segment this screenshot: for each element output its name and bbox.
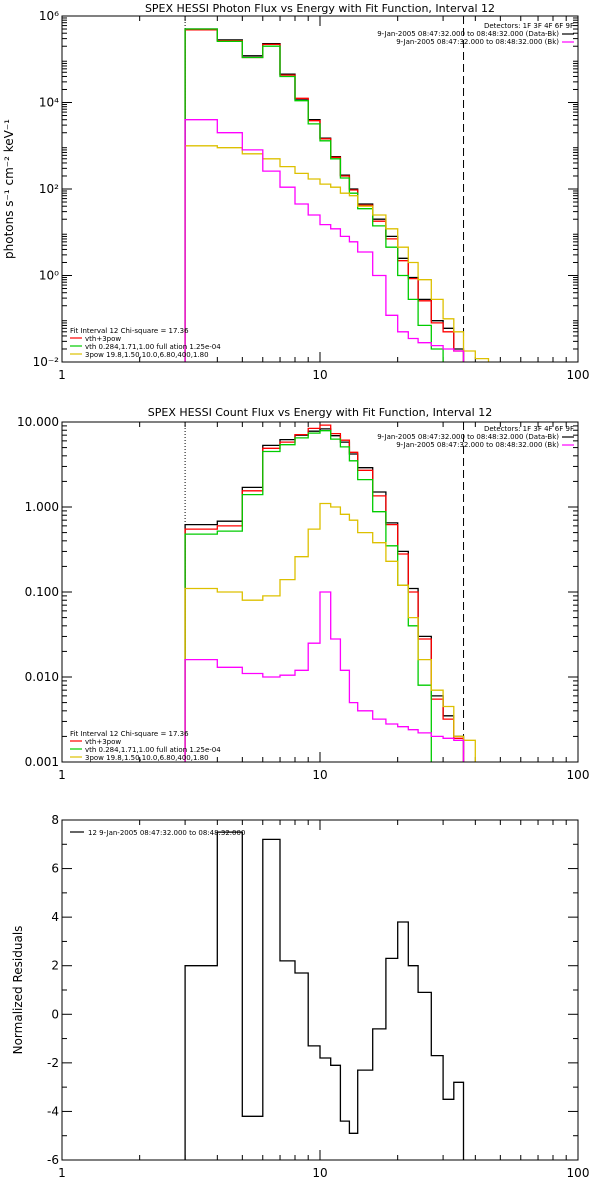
series-vth-3pow bbox=[184, 424, 465, 762]
info-line-bk: 9-Jan-2005 08:47:32.000 to 08:48:32.000 … bbox=[396, 441, 559, 449]
plot-frame bbox=[61, 421, 579, 763]
axis-y: 10⁻² 10⁰ 10² 10⁴ 10⁶ bbox=[33, 9, 578, 369]
y-tick-label: -2 bbox=[47, 1056, 59, 1070]
x-tick-label: 100 bbox=[567, 368, 590, 382]
axis-y: -6 -4 -2 0 2 4 6 8 bbox=[47, 813, 578, 1167]
x-tick-label: 10 bbox=[312, 1166, 327, 1180]
x-tick-label: 10 bbox=[312, 368, 327, 382]
info-block: Detectors: 1F 3F 4F 6F 9F 9-Jan-2005 08:… bbox=[377, 425, 574, 449]
y-tick-label: 0 bbox=[51, 1007, 59, 1021]
series-vth-3pow bbox=[184, 29, 465, 362]
x-tick-label: 1 bbox=[58, 1166, 66, 1180]
info-line-detectors: Detectors: 1F 3F 4F 6F 9F bbox=[484, 425, 574, 433]
series-bk bbox=[184, 119, 465, 362]
x-tick-label: 10 bbox=[312, 768, 327, 782]
fit-legend-header: Fit Interval 12 Chi-square = 17.36 bbox=[70, 730, 189, 738]
y-tick-label: -4 bbox=[47, 1104, 59, 1118]
series-bk bbox=[184, 591, 465, 762]
chart-title: SPEX HESSI Count Flux vs Energy with Fit… bbox=[148, 406, 492, 419]
chart-title: SPEX HESSI Photon Flux vs Energy with Fi… bbox=[145, 2, 495, 15]
panel-count-flux: SPEX HESSI Count Flux vs Energy with Fit… bbox=[17, 406, 589, 782]
y-tick-label: 8 bbox=[51, 813, 59, 827]
y-tick-label: 10.000 bbox=[17, 415, 59, 429]
y-tick-label: 10² bbox=[39, 182, 59, 196]
y-axis-label: photons s⁻¹ cm⁻² keV⁻¹ bbox=[2, 119, 16, 259]
series-3pow bbox=[184, 145, 490, 362]
info-block: Detectors: 1F 3F 4F 6F 9F 9-Jan-2005 08:… bbox=[377, 22, 574, 46]
y-tick-label: 10⁶ bbox=[39, 9, 59, 23]
y-tick-label: 10⁰ bbox=[39, 269, 59, 283]
axis-x: 1 10 100 bbox=[58, 422, 589, 782]
axis-y: 0.001 0.010 0.100 1.000 10.000 bbox=[17, 415, 578, 769]
y-tick-label: 10⁴ bbox=[39, 96, 59, 110]
series-data-bk bbox=[184, 428, 465, 762]
reference-lines bbox=[184, 422, 465, 762]
y-tick-label: -6 bbox=[47, 1153, 59, 1167]
x-tick-label: 100 bbox=[567, 768, 590, 782]
series-group bbox=[184, 424, 490, 762]
series-group bbox=[184, 831, 465, 1160]
y-tick-label: 0.001 bbox=[25, 755, 59, 769]
plot-frame bbox=[61, 15, 579, 363]
residual-legend-label: 12 9-Jan-2005 08:47:32.000 to 08:48:32.0… bbox=[88, 829, 245, 837]
fit-legend: Fit Interval 12 Chi-square = 17.36 vth+3… bbox=[70, 327, 221, 359]
y-tick-label: 4 bbox=[51, 910, 59, 924]
fit-legend-header: Fit Interval 12 Chi-square = 17.36 bbox=[70, 327, 189, 335]
x-tick-label: 100 bbox=[567, 1166, 590, 1180]
fit-legend-total: vth+3pow bbox=[85, 738, 121, 746]
fit-legend: Fit Interval 12 Chi-square = 17.36 vth+3… bbox=[70, 730, 221, 762]
x-tick-label: 1 bbox=[58, 768, 66, 782]
series-data-bk bbox=[184, 28, 465, 362]
series-3pow bbox=[184, 502, 490, 762]
y-tick-label: 2 bbox=[51, 959, 59, 973]
y-tick-label: 6 bbox=[51, 862, 59, 876]
series-series bbox=[184, 831, 465, 1160]
panel-photon-flux: SPEX HESSI Photon Flux vs Energy with Fi… bbox=[2, 2, 589, 382]
fit-legend-vth: vth 0.284,1.71,1.00 full ation 1.25e-04 bbox=[85, 343, 221, 351]
series-vth bbox=[184, 28, 455, 362]
fit-legend-3pow: 3pow 19.8,1.50,10.0,6.80,400,1.80 bbox=[85, 754, 209, 762]
residual-legend: 12 9-Jan-2005 08:47:32.000 to 08:48:32.0… bbox=[70, 829, 245, 837]
y-axis-label: Normalized Residuals bbox=[11, 926, 25, 1055]
info-line-data-bk: 9-Jan-2005 08:47:32.000 to 08:48:32.000 … bbox=[377, 30, 559, 38]
series-vth bbox=[184, 430, 444, 762]
y-tick-label: 0.100 bbox=[25, 585, 59, 599]
x-tick-label: 1 bbox=[58, 368, 66, 382]
info-line-data-bk: 9-Jan-2005 08:47:32.000 to 08:48:32.000 … bbox=[377, 433, 559, 441]
reference-lines bbox=[184, 16, 465, 362]
y-tick-label: 10⁻² bbox=[33, 355, 60, 369]
info-line-detectors: Detectors: 1F 3F 4F 6F 9F bbox=[484, 22, 574, 30]
plot-frame bbox=[61, 819, 579, 1161]
y-tick-label: 1.000 bbox=[25, 500, 59, 514]
axis-x: 1 10 100 bbox=[58, 820, 589, 1180]
series-group bbox=[184, 28, 490, 362]
fit-legend-total: vth+3pow bbox=[85, 335, 121, 343]
fit-legend-vth: vth 0.284,1.71,1.00 full ation 1.25e-04 bbox=[85, 746, 221, 754]
info-line-bk: 9-Jan-2005 08:47:32.000 to 08:48:32.000 … bbox=[396, 38, 559, 46]
fit-legend-3pow: 3pow 19.8,1.50,10.0,6.80,400,1.80 bbox=[85, 351, 209, 359]
y-tick-label: 0.010 bbox=[25, 670, 59, 684]
